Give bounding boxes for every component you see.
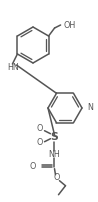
Text: S: S <box>51 132 58 142</box>
Text: N: N <box>87 103 93 113</box>
Text: O: O <box>36 124 43 133</box>
Text: HN: HN <box>8 63 19 73</box>
Text: O: O <box>29 162 35 171</box>
Text: O: O <box>36 138 43 147</box>
Text: O: O <box>53 173 60 182</box>
Text: OH: OH <box>64 21 76 31</box>
Text: NH: NH <box>49 150 60 159</box>
